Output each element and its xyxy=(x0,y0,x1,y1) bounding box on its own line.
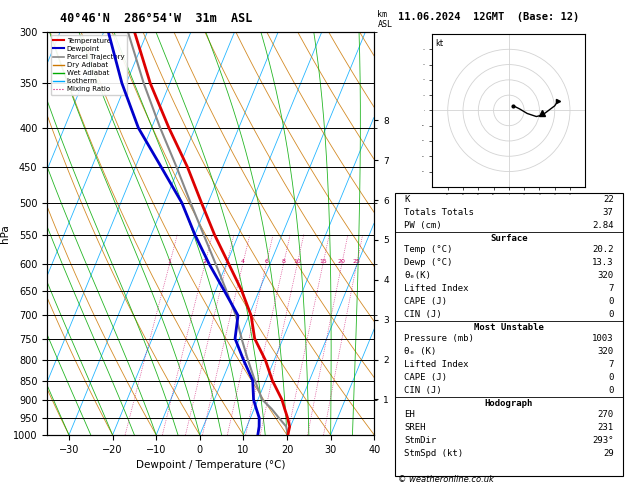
Text: CIN (J): CIN (J) xyxy=(404,386,442,395)
Text: 0: 0 xyxy=(608,373,614,382)
Text: 20.2: 20.2 xyxy=(592,244,614,254)
Text: Temp (°C): Temp (°C) xyxy=(404,244,452,254)
Text: 4: 4 xyxy=(241,259,245,264)
Text: Dewp (°C): Dewp (°C) xyxy=(404,258,452,267)
Text: 7: 7 xyxy=(608,360,614,369)
Text: Pressure (mb): Pressure (mb) xyxy=(404,334,474,343)
Legend: Temperature, Dewpoint, Parcel Trajectory, Dry Adiabat, Wet Adiabat, Isotherm, Mi: Temperature, Dewpoint, Parcel Trajectory… xyxy=(51,35,127,95)
Text: 20: 20 xyxy=(338,259,346,264)
Text: CIN (J): CIN (J) xyxy=(404,310,442,319)
Text: θₑ (K): θₑ (K) xyxy=(404,347,437,356)
Text: StmSpd (kt): StmSpd (kt) xyxy=(404,450,463,458)
Text: CAPE (J): CAPE (J) xyxy=(404,373,447,382)
Text: 293°: 293° xyxy=(592,436,614,445)
Text: Totals Totals: Totals Totals xyxy=(404,208,474,217)
Text: 22: 22 xyxy=(603,194,614,204)
Text: 1: 1 xyxy=(168,259,172,264)
Text: K: K xyxy=(404,194,409,204)
Text: Lifted Index: Lifted Index xyxy=(404,360,469,369)
Text: 270: 270 xyxy=(598,410,614,419)
Text: km
ASL: km ASL xyxy=(377,10,392,29)
Text: StmDir: StmDir xyxy=(404,436,437,445)
Text: CAPE (J): CAPE (J) xyxy=(404,297,447,306)
Text: 1003: 1003 xyxy=(592,334,614,343)
Text: 15: 15 xyxy=(319,259,327,264)
Text: 10: 10 xyxy=(293,259,301,264)
Text: kt: kt xyxy=(435,38,443,48)
Text: 8: 8 xyxy=(282,259,286,264)
Text: 0: 0 xyxy=(608,310,614,319)
X-axis label: Dewpoint / Temperature (°C): Dewpoint / Temperature (°C) xyxy=(136,460,286,470)
Y-axis label: hPa: hPa xyxy=(0,224,10,243)
Text: 2: 2 xyxy=(203,259,207,264)
Text: Most Unstable: Most Unstable xyxy=(474,323,544,332)
Text: 320: 320 xyxy=(598,347,614,356)
Text: © weatheronline.co.uk: © weatheronline.co.uk xyxy=(398,474,494,484)
Text: 320: 320 xyxy=(598,271,614,280)
Text: 40°46'N  286°54'W  31m  ASL: 40°46'N 286°54'W 31m ASL xyxy=(60,12,252,25)
Text: 13.3: 13.3 xyxy=(592,258,614,267)
Text: 0: 0 xyxy=(608,386,614,395)
Text: θₑ(K): θₑ(K) xyxy=(404,271,431,280)
Text: Lifted Index: Lifted Index xyxy=(404,284,469,293)
Text: 25: 25 xyxy=(353,259,360,264)
Text: 3: 3 xyxy=(225,259,229,264)
Text: 2.84: 2.84 xyxy=(592,221,614,230)
Text: 11.06.2024  12GMT  (Base: 12): 11.06.2024 12GMT (Base: 12) xyxy=(398,12,579,22)
Text: 6: 6 xyxy=(264,259,268,264)
Text: 0: 0 xyxy=(608,297,614,306)
Text: 29: 29 xyxy=(603,450,614,458)
Text: EH: EH xyxy=(404,410,415,419)
Text: 37: 37 xyxy=(603,208,614,217)
Text: Hodograph: Hodograph xyxy=(485,399,533,408)
Text: Surface: Surface xyxy=(490,234,528,243)
Text: 7: 7 xyxy=(608,284,614,293)
Text: SREH: SREH xyxy=(404,423,426,432)
Text: PW (cm): PW (cm) xyxy=(404,221,442,230)
Text: 231: 231 xyxy=(598,423,614,432)
